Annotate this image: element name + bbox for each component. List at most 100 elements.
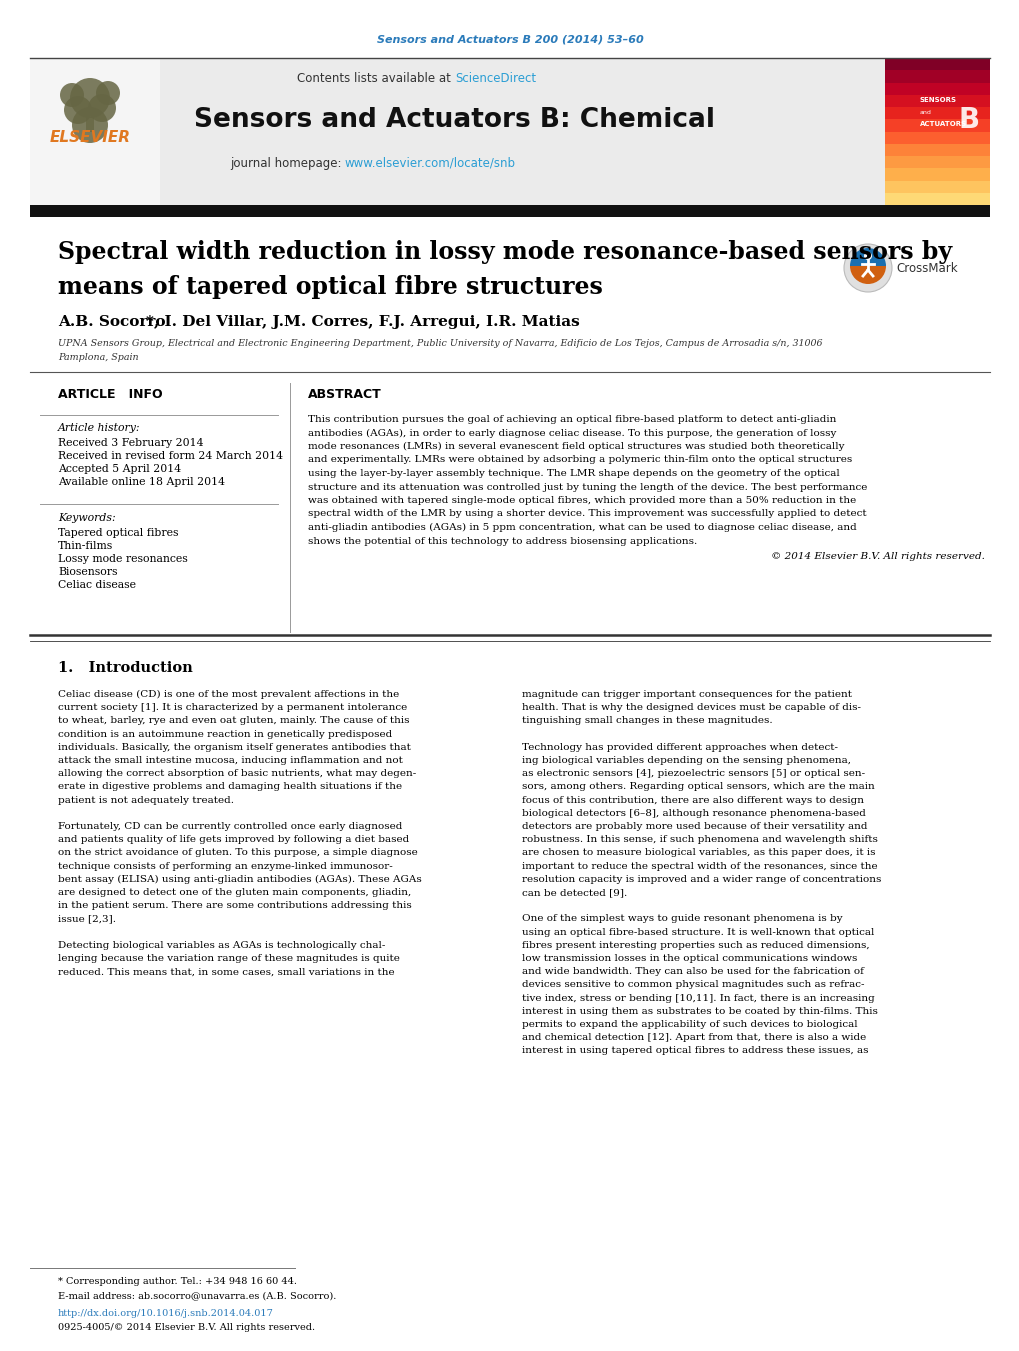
Text: Accepted 5 April 2014: Accepted 5 April 2014 [58,463,181,474]
Text: SENSORS: SENSORS [919,97,956,103]
Wedge shape [849,249,886,266]
Text: One of the simplest ways to guide resonant phenomena is by: One of the simplest ways to guide resona… [522,915,842,923]
Circle shape [96,81,120,105]
Text: A.B. Socorro: A.B. Socorro [58,315,165,330]
Text: Lossy mode resonances: Lossy mode resonances [58,554,187,563]
Text: individuals. Basically, the organism itself generates antibodies that: individuals. Basically, the organism its… [58,743,411,751]
Text: journal homepage:: journal homepage: [229,157,344,169]
Bar [30,205,989,218]
Text: attack the small intestine mucosa, inducing inflammation and not: attack the small intestine mucosa, induc… [58,757,403,765]
Text: current society [1]. It is characterized by a permanent intolerance: current society [1]. It is characterized… [58,704,407,712]
Bar [30,58,884,205]
Text: allowing the correct absorption of basic nutrients, what may degen-: allowing the correct absorption of basic… [58,769,416,778]
Text: Celiac disease (CD) is one of the most prevalent affections in the: Celiac disease (CD) is one of the most p… [58,690,398,698]
Text: Celiac disease: Celiac disease [58,580,136,590]
Text: CrossMark: CrossMark [895,262,957,274]
Text: Sensors and Actuators B 200 (2014) 53–60: Sensors and Actuators B 200 (2014) 53–60 [376,35,643,45]
Text: Received in revised form 24 March 2014: Received in revised form 24 March 2014 [58,451,282,461]
Text: low transmission losses in the optical communications windows: low transmission losses in the optical c… [522,954,857,963]
Text: was obtained with tapered single-mode optical fibres, which provided more than a: was obtained with tapered single-mode op… [308,496,855,505]
Text: on the strict avoidance of gluten. To this purpose, a simple diagnose: on the strict avoidance of gluten. To th… [58,848,418,858]
Text: devices sensitive to common physical magnitudes such as refrac-: devices sensitive to common physical mag… [522,981,864,989]
Text: E-mail address: ab.socorro@unavarra.es (A.B. Socorro).: E-mail address: ab.socorro@unavarra.es (… [58,1292,336,1301]
Text: important to reduce the spectral width of the resonances, since the: important to reduce the spectral width o… [522,862,876,870]
Text: fibres present interesting properties such as reduced dimensions,: fibres present interesting properties su… [522,940,869,950]
Text: detectors are probably more used because of their versatility and: detectors are probably more used because… [522,821,866,831]
Text: issue [2,3].: issue [2,3]. [58,915,116,923]
Bar [30,58,160,205]
Text: Keywords:: Keywords: [58,513,115,523]
Text: Fortunately, CD can be currently controlled once early diagnosed: Fortunately, CD can be currently control… [58,821,401,831]
Text: and chemical detection [12]. Apart from that, there is also a wide: and chemical detection [12]. Apart from … [522,1034,865,1042]
Text: patient is not adequately treated.: patient is not adequately treated. [58,796,233,805]
Text: permits to expand the applicability of such devices to biological: permits to expand the applicability of s… [522,1020,857,1029]
Text: and experimentally. LMRs were obtained by adsorbing a polymeric thin-film onto t: and experimentally. LMRs were obtained b… [308,455,852,465]
Text: *, I. Del Villar, J.M. Corres, F.J. Arregui, I.R. Matias: *, I. Del Villar, J.M. Corres, F.J. Arre… [146,315,579,330]
Text: are chosen to measure biological variables, as this paper does, it is: are chosen to measure biological variabl… [522,848,874,858]
Circle shape [70,78,110,118]
Text: ScienceDirect: ScienceDirect [454,72,536,85]
Text: spectral width of the LMR by using a shorter device. This improvement was succes: spectral width of the LMR by using a sho… [308,509,866,519]
Text: condition is an autoimmune reaction in genetically predisposed: condition is an autoimmune reaction in g… [58,730,392,739]
Text: 0925-4005/© 2014 Elsevier B.V. All rights reserved.: 0925-4005/© 2014 Elsevier B.V. All right… [58,1323,315,1332]
Bar [884,58,989,70]
Text: health. That is why the designed devices must be capable of dis-: health. That is why the designed devices… [522,704,860,712]
Text: and: and [919,111,931,115]
Text: 1.   Introduction: 1. Introduction [58,661,193,676]
Text: mode resonances (LMRs) in several evanescent field optical structures was studie: mode resonances (LMRs) in several evanes… [308,442,844,451]
Text: ARTICLE   INFO: ARTICLE INFO [58,389,162,401]
Text: Tapered optical fibres: Tapered optical fibres [58,528,178,538]
Bar [884,107,989,119]
Text: are designed to detect one of the gluten main components, gliadin,: are designed to detect one of the gluten… [58,888,411,897]
Text: bent assay (ELISA) using anti-gliadin antibodies (AGAs). These AGAs: bent assay (ELISA) using anti-gliadin an… [58,875,421,884]
Text: can be detected [9].: can be detected [9]. [522,888,627,897]
Text: ACTUATORS: ACTUATORS [919,122,966,127]
Text: resolution capacity is improved and a wider range of concentrations: resolution capacity is improved and a wi… [522,875,880,884]
Circle shape [64,96,92,124]
Text: Pamplona, Spain: Pamplona, Spain [58,354,139,362]
Circle shape [88,95,116,122]
Text: ABSTRACT: ABSTRACT [308,389,381,401]
Text: tinguishing small changes in these magnitudes.: tinguishing small changes in these magni… [522,716,771,725]
Text: ELSEVIER: ELSEVIER [50,130,130,145]
Wedge shape [849,266,886,284]
Text: using the layer-by-layer assembly technique. The LMR shape depends on the geomet: using the layer-by-layer assembly techni… [308,469,839,478]
Text: shows the potential of this technology to address biosensing applications.: shows the potential of this technology t… [308,536,697,546]
Text: anti-gliadin antibodies (AGAs) in 5 ppm concentration, what can be used to diagn: anti-gliadin antibodies (AGAs) in 5 ppm … [308,523,856,532]
Bar [884,143,989,155]
Bar [884,155,989,169]
Text: Sensors and Actuators B: Chemical: Sensors and Actuators B: Chemical [195,107,714,132]
Circle shape [843,245,892,292]
Bar [884,119,989,131]
Text: Detecting biological variables as AGAs is technologically chal-: Detecting biological variables as AGAs i… [58,940,385,950]
Circle shape [60,82,84,107]
Text: and patients quality of life gets improved by following a diet based: and patients quality of life gets improv… [58,835,409,844]
Bar [884,193,989,205]
Text: UPNA Sensors Group, Electrical and Electronic Engineering Department, Public Uni: UPNA Sensors Group, Electrical and Elect… [58,339,821,349]
Text: focus of this contribution, there are also different ways to design: focus of this contribution, there are al… [522,796,863,805]
Bar [884,95,989,107]
Text: interest in using tapered optical fibres to address these issues, as: interest in using tapered optical fibres… [522,1047,867,1055]
Text: magnitude can trigger important consequences for the patient: magnitude can trigger important conseque… [522,690,851,698]
Text: Received 3 February 2014: Received 3 February 2014 [58,438,204,449]
Text: Spectral width reduction in lossy mode resonance-based sensors by: Spectral width reduction in lossy mode r… [58,240,951,263]
Text: www.elsevier.com/locate/snb: www.elsevier.com/locate/snb [344,157,516,169]
Text: sors, among others. Regarding optical sensors, which are the main: sors, among others. Regarding optical se… [522,782,874,792]
Text: as electronic sensors [4], piezoelectric sensors [5] or optical sen-: as electronic sensors [4], piezoelectric… [522,769,864,778]
Text: © 2014 Elsevier B.V. All rights reserved.: © 2014 Elsevier B.V. All rights reserved… [770,553,984,561]
Text: and wide bandwidth. They can also be used for the fabrication of: and wide bandwidth. They can also be use… [522,967,863,977]
Text: in the patient serum. There are some contributions addressing this: in the patient serum. There are some con… [58,901,412,911]
Bar [884,131,989,143]
Text: tive index, stress or bending [10,11]. In fact, there is an increasing: tive index, stress or bending [10,11]. I… [522,993,874,1002]
Text: Technology has provided different approaches when detect-: Technology has provided different approa… [522,743,838,751]
Text: robustness. In this sense, if such phenomena and wavelength shifts: robustness. In this sense, if such pheno… [522,835,877,844]
Text: http://dx.doi.org/10.1016/j.snb.2014.04.017: http://dx.doi.org/10.1016/j.snb.2014.04.… [58,1309,274,1317]
Text: Thin-films: Thin-films [58,540,113,551]
Text: antibodies (AGAs), in order to early diagnose celiac disease. To this purpose, t: antibodies (AGAs), in order to early dia… [308,428,836,438]
Text: structure and its attenuation was controlled just by tuning the length of the de: structure and its attenuation was contro… [308,482,866,492]
Circle shape [72,107,108,143]
Bar [86,118,94,132]
Bar [884,169,989,181]
Circle shape [863,253,871,259]
Text: ing biological variables depending on the sensing phenomena,: ing biological variables depending on th… [522,757,850,765]
